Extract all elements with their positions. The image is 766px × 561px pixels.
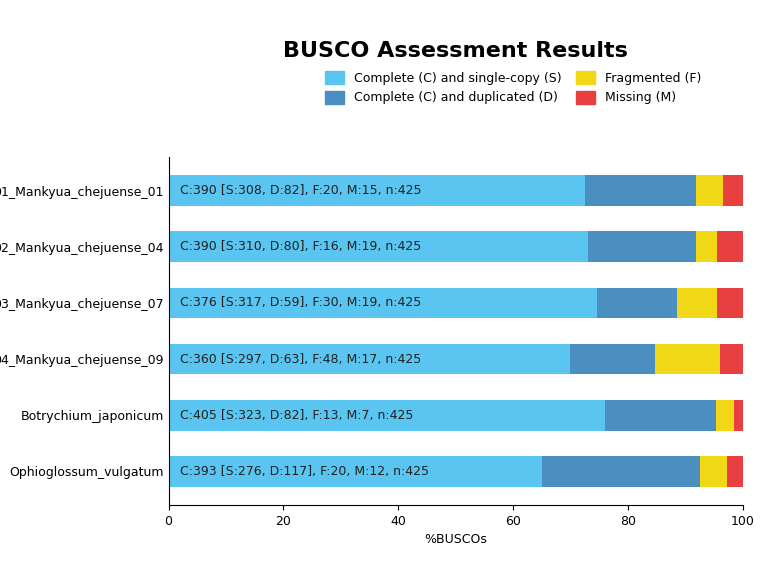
- Title: BUSCO Assessment Results: BUSCO Assessment Results: [283, 41, 628, 61]
- Bar: [169, 399, 605, 431]
- Text: C:360 [S:297, D:63], F:48, M:17, n:425: C:360 [S:297, D:63], F:48, M:17, n:425: [180, 352, 421, 366]
- Bar: [696, 175, 723, 206]
- Text: C:390 [S:308, D:82], F:20, M:15, n:425: C:390 [S:308, D:82], F:20, M:15, n:425: [180, 184, 421, 197]
- Bar: [570, 343, 655, 375]
- Bar: [169, 287, 597, 319]
- Bar: [717, 287, 743, 319]
- Text: C:376 [S:317, D:59], F:30, M:19, n:425: C:376 [S:317, D:59], F:30, M:19, n:425: [180, 296, 421, 310]
- Bar: [169, 175, 585, 206]
- Bar: [677, 287, 717, 319]
- Bar: [717, 231, 743, 263]
- Bar: [716, 399, 734, 431]
- Text: C:405 [S:323, D:82], F:13, M:7, n:425: C:405 [S:323, D:82], F:13, M:7, n:425: [180, 408, 414, 422]
- Bar: [542, 456, 700, 487]
- Text: C:393 [S:276, D:117], F:20, M:12, n:425: C:393 [S:276, D:117], F:20, M:12, n:425: [180, 465, 429, 478]
- Bar: [169, 456, 542, 487]
- Bar: [727, 456, 743, 487]
- Text: C:390 [S:310, D:80], F:16, M:19, n:425: C:390 [S:310, D:80], F:16, M:19, n:425: [180, 240, 421, 254]
- Bar: [655, 343, 720, 375]
- Bar: [169, 231, 588, 263]
- Bar: [723, 175, 743, 206]
- Bar: [605, 399, 716, 431]
- X-axis label: %BUSCOs: %BUSCOs: [424, 533, 487, 546]
- Bar: [169, 343, 570, 375]
- Bar: [588, 231, 696, 263]
- Bar: [696, 231, 717, 263]
- Bar: [700, 456, 727, 487]
- Bar: [720, 343, 743, 375]
- Bar: [585, 175, 696, 206]
- Bar: [734, 399, 743, 431]
- Bar: [597, 287, 677, 319]
- Legend: Complete (C) and single-copy (S), Complete (C) and duplicated (D), Fragmented (F: Complete (C) and single-copy (S), Comple…: [320, 66, 706, 109]
